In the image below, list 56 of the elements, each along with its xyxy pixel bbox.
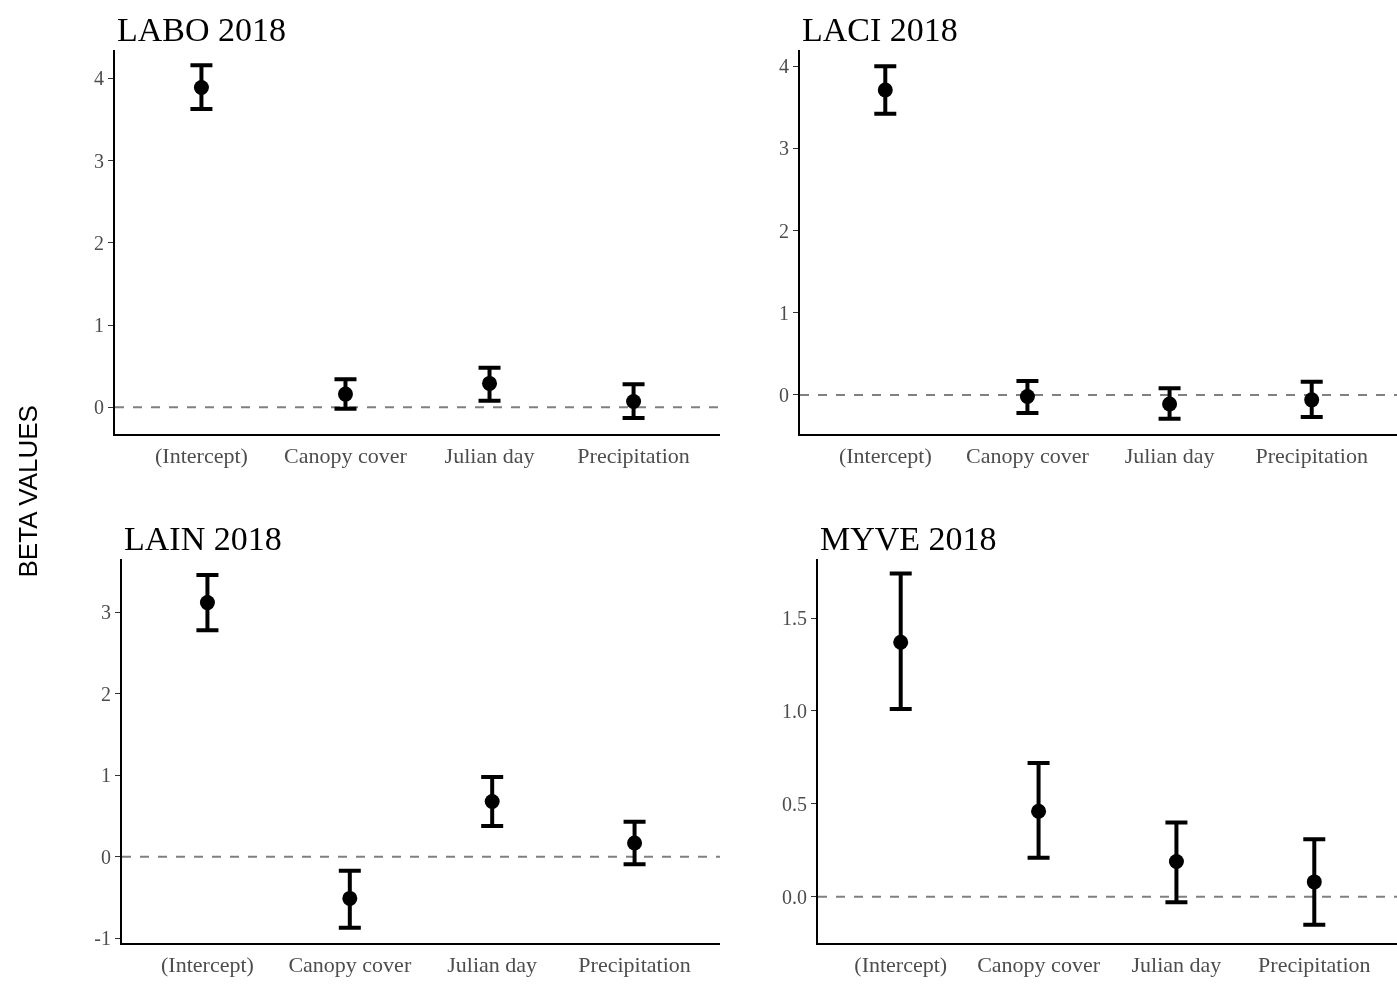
point [342,890,358,906]
y-tick-label: 0 [779,383,789,406]
point [626,393,642,409]
point [627,835,643,851]
y-tick-label: 0 [101,845,111,868]
point [1168,853,1184,869]
point [193,80,209,95]
point [484,793,500,809]
x-tick-label: Canopy cover [977,951,1101,977]
x-tick-label: (Intercept) [161,951,254,977]
point [482,375,498,391]
y-tick-label: 1 [779,301,789,324]
y-tick-label: 1 [101,764,111,787]
y-tick-label: 0.5 [782,792,807,815]
x-tick-label: Julian day [444,442,535,468]
chart-title: MYVE 2018 [820,520,997,557]
point [877,82,893,98]
y-tick-label: 4 [94,67,104,90]
y-tick-label: 1 [94,314,104,337]
x-tick-label: Precipitation [578,951,691,977]
y-tick-label: 2 [101,682,111,705]
x-tick-label: Canopy cover [284,442,408,468]
point [1162,396,1178,412]
y-tick-label: 0 [94,396,104,419]
y-tick-label: 3 [94,149,104,172]
y-tick-label: 0.0 [782,885,807,908]
y-tick-label: 3 [101,601,111,624]
x-tick-label: Julian day [1124,442,1215,468]
point [1306,874,1322,890]
x-tick-label: (Intercept) [854,951,948,977]
x-tick-label: Precipitation [577,442,690,468]
point [337,386,353,402]
chart-title: LABO 2018 [117,11,287,48]
y-tick-label: 4 [779,55,789,78]
y-tick-label: 1.0 [782,699,807,722]
x-tick-label: (Intercept) [155,442,248,468]
point [1031,803,1047,819]
point [1304,392,1320,408]
y-tick-label: 3 [779,137,789,160]
chart-title: LAIN 2018 [124,520,282,557]
point [893,634,909,650]
y-tick-label: 2 [779,219,789,242]
y-tick-label: -1 [94,927,111,950]
x-tick-label: Canopy cover [966,442,1090,468]
x-tick-label: (Intercept) [838,442,932,468]
x-tick-label: Julian day [1131,951,1222,977]
x-tick-label: Precipitation [1258,951,1371,977]
x-tick-label: Julian day [447,951,538,977]
y-tick-label: 1.5 [782,607,807,630]
point [1019,389,1035,405]
point [199,595,215,611]
x-tick-label: Precipitation [1255,442,1368,468]
y-tick-label: 2 [94,231,104,254]
chart-title: LACI 2018 [802,11,958,48]
y-axis-title: BETA VALUES [12,405,43,578]
x-tick-label: Canopy cover [288,951,412,977]
